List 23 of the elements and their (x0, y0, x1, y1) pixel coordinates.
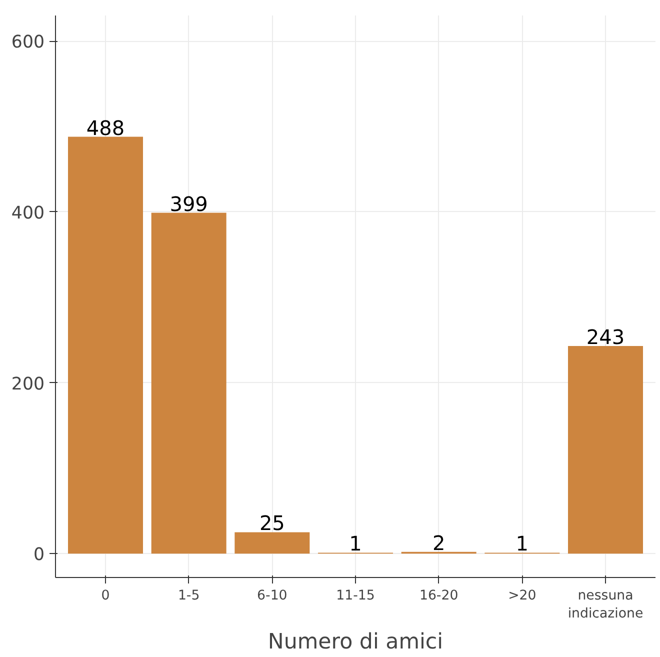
y-tick-label: 600 (11, 32, 45, 53)
x-axis-title: Numero di amici (268, 630, 444, 654)
data-label: 2 (432, 530, 446, 555)
data-label: 488 (86, 116, 125, 140)
data-label: 1 (516, 532, 529, 556)
data-label: 1 (349, 532, 362, 556)
x-tick-label: 16-20 (419, 588, 458, 604)
x-tick-label: 6-10 (257, 588, 288, 604)
y-tick-label: 0 (33, 545, 45, 566)
y-tick-label: 400 (11, 203, 45, 224)
x-tick-label: nessuna indicazione (568, 588, 644, 622)
bar (151, 212, 226, 554)
x-tick-label: 11-15 (336, 588, 375, 604)
data-label: 243 (586, 325, 625, 350)
x-tick-label: 1-5 (178, 588, 200, 604)
x-tick-label: >20 (508, 588, 536, 604)
data-label: 399 (170, 192, 208, 216)
bar (234, 532, 310, 554)
bar (568, 346, 643, 554)
bar (68, 136, 143, 554)
data-label: 25 (259, 511, 285, 536)
y-tick-label: 200 (11, 374, 45, 394)
x-tick-label: 0 (101, 588, 110, 604)
